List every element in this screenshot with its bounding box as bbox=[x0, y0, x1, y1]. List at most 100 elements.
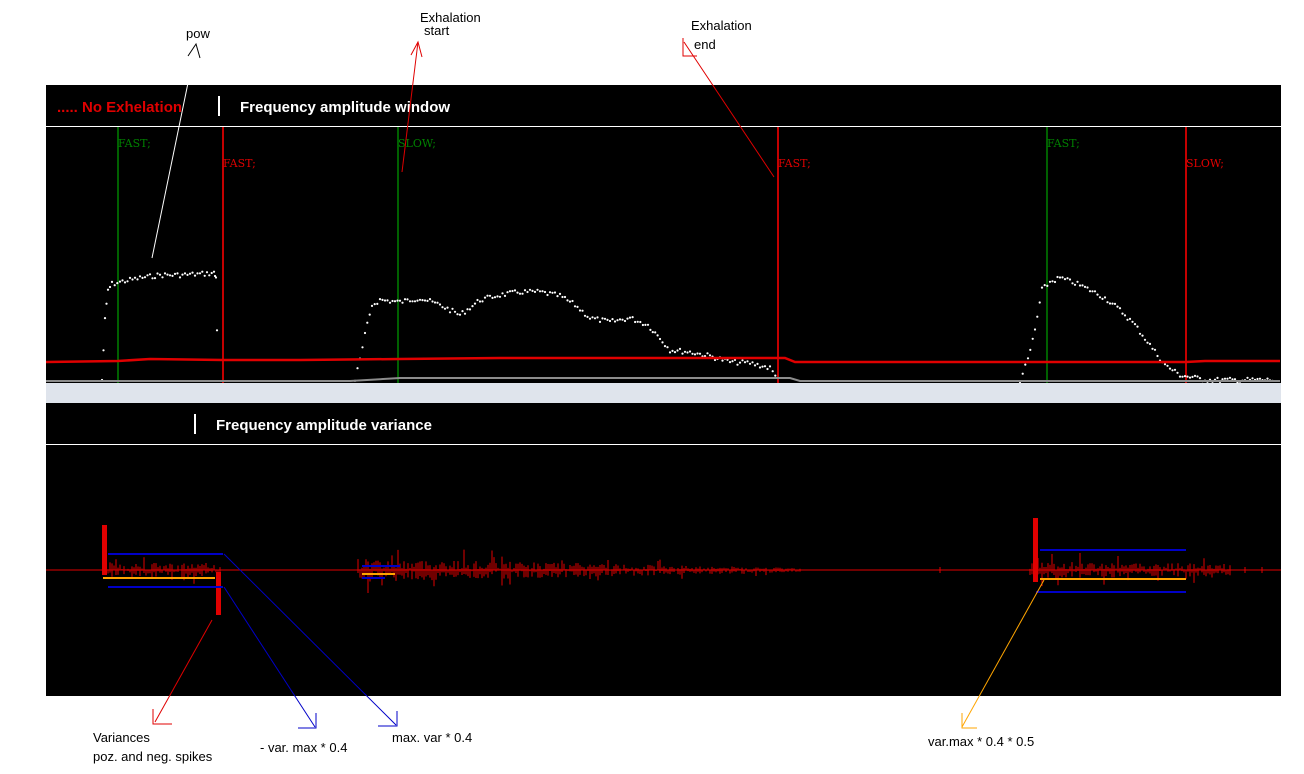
threshold-line bbox=[45, 356, 1280, 364]
pow-point bbox=[1046, 284, 1049, 287]
pow-point bbox=[591, 316, 594, 319]
pow-point bbox=[448, 311, 452, 314]
event-marker-label: FAST; bbox=[118, 137, 151, 150]
pow-point bbox=[634, 320, 637, 324]
pow-point bbox=[586, 315, 589, 318]
event-marker-label: SLOW; bbox=[1186, 157, 1224, 170]
annotations: pow Exhalation start Exhalation end Vari… bbox=[93, 10, 1045, 764]
pow-point bbox=[203, 274, 206, 277]
pow-point bbox=[113, 284, 116, 287]
variance-plot bbox=[46, 518, 1281, 615]
pow-point bbox=[498, 295, 502, 298]
pow-point bbox=[196, 272, 199, 275]
pow-point bbox=[1029, 348, 1032, 351]
pow-point bbox=[158, 273, 162, 276]
exhalation-start-arrowhead bbox=[410, 40, 423, 58]
pow-point bbox=[661, 341, 664, 344]
pow-point bbox=[698, 352, 702, 355]
pow-point bbox=[378, 298, 382, 301]
pow-point bbox=[518, 292, 522, 295]
pow-point bbox=[623, 319, 627, 323]
pow-point bbox=[143, 276, 147, 279]
pow-point bbox=[508, 290, 512, 293]
pow-point bbox=[511, 289, 514, 293]
pow-point bbox=[1138, 332, 1142, 335]
pow-point bbox=[501, 292, 504, 295]
pow-point bbox=[706, 352, 709, 355]
pow-point bbox=[696, 352, 699, 355]
pow-point bbox=[171, 274, 174, 277]
pow-point bbox=[541, 290, 544, 293]
amplitude-panel-title: Frequency amplitude window bbox=[240, 99, 450, 116]
variance-panel-title: Frequency amplitude variance bbox=[216, 417, 432, 434]
baseline-line bbox=[46, 377, 1280, 382]
pow-point bbox=[1088, 290, 1092, 293]
pow-point bbox=[183, 272, 187, 275]
pow-label: pow bbox=[186, 26, 210, 41]
pow-point bbox=[418, 298, 422, 301]
pow-point bbox=[1178, 375, 1182, 378]
pow-point bbox=[466, 308, 469, 311]
pow-point bbox=[708, 354, 712, 357]
pow-point bbox=[571, 299, 574, 303]
pow-point bbox=[118, 280, 122, 283]
pow-point bbox=[774, 374, 777, 377]
pow-point bbox=[426, 299, 429, 302]
pow-arrowhead bbox=[187, 42, 201, 59]
pow-point bbox=[381, 298, 384, 301]
pow-point bbox=[523, 289, 527, 292]
pow-point bbox=[398, 299, 402, 302]
pow-point bbox=[1153, 348, 1157, 351]
pow-point bbox=[136, 278, 139, 281]
pow-point bbox=[1103, 296, 1107, 299]
pow-point bbox=[181, 273, 184, 276]
pow-point bbox=[1026, 357, 1030, 360]
pow-point bbox=[186, 273, 189, 276]
pow-point bbox=[363, 331, 367, 335]
pow-point bbox=[1266, 377, 1269, 380]
pow-point bbox=[1188, 376, 1192, 379]
pow-point bbox=[1191, 375, 1194, 378]
pow-point bbox=[1228, 376, 1232, 379]
exhalation-start-arrow bbox=[401, 41, 419, 173]
pow-point bbox=[1036, 315, 1039, 318]
pow-point bbox=[506, 291, 509, 294]
pow-point bbox=[658, 337, 662, 341]
pow-point bbox=[763, 365, 767, 368]
amplitude-plot: FAST; FAST; SLOW; FAST; FAST; SLOW; bbox=[45, 127, 1280, 384]
pow-point bbox=[1221, 378, 1224, 381]
pow-point bbox=[476, 298, 479, 302]
pow-point bbox=[1091, 290, 1094, 293]
pow-point bbox=[193, 274, 197, 277]
exhalation-end-arrow bbox=[683, 41, 775, 178]
event-marker-label: FAST; bbox=[778, 157, 811, 170]
half-var-label: var.max * 0.4 * 0.5 bbox=[928, 734, 1034, 749]
pow-point bbox=[108, 285, 112, 289]
pow-point bbox=[451, 307, 454, 310]
pow-point bbox=[1040, 286, 1044, 289]
pow-point bbox=[176, 272, 179, 275]
pow-point bbox=[588, 317, 592, 320]
pow-point bbox=[751, 361, 754, 364]
pow-point bbox=[488, 294, 492, 297]
pow-point bbox=[1123, 314, 1127, 317]
pow-point bbox=[146, 274, 149, 277]
pow-point bbox=[210, 271, 213, 275]
pow-point bbox=[366, 321, 369, 324]
pow-point bbox=[478, 300, 482, 303]
pow-point bbox=[528, 288, 532, 291]
pow-point bbox=[408, 300, 412, 303]
pow-point bbox=[168, 274, 172, 277]
pow-point bbox=[601, 317, 604, 320]
max-var-arrowhead bbox=[378, 711, 398, 727]
pow-point bbox=[1126, 318, 1129, 321]
pow-point bbox=[731, 360, 734, 363]
pow-point bbox=[1216, 376, 1219, 379]
no-exhalation-legend: ..... No Exhelation bbox=[57, 99, 182, 116]
pow-point bbox=[481, 300, 484, 303]
pow-point bbox=[663, 345, 667, 348]
pow-point bbox=[173, 272, 177, 275]
pow-point bbox=[413, 300, 417, 303]
pow-point bbox=[1098, 296, 1102, 299]
major-spike bbox=[1033, 518, 1038, 582]
